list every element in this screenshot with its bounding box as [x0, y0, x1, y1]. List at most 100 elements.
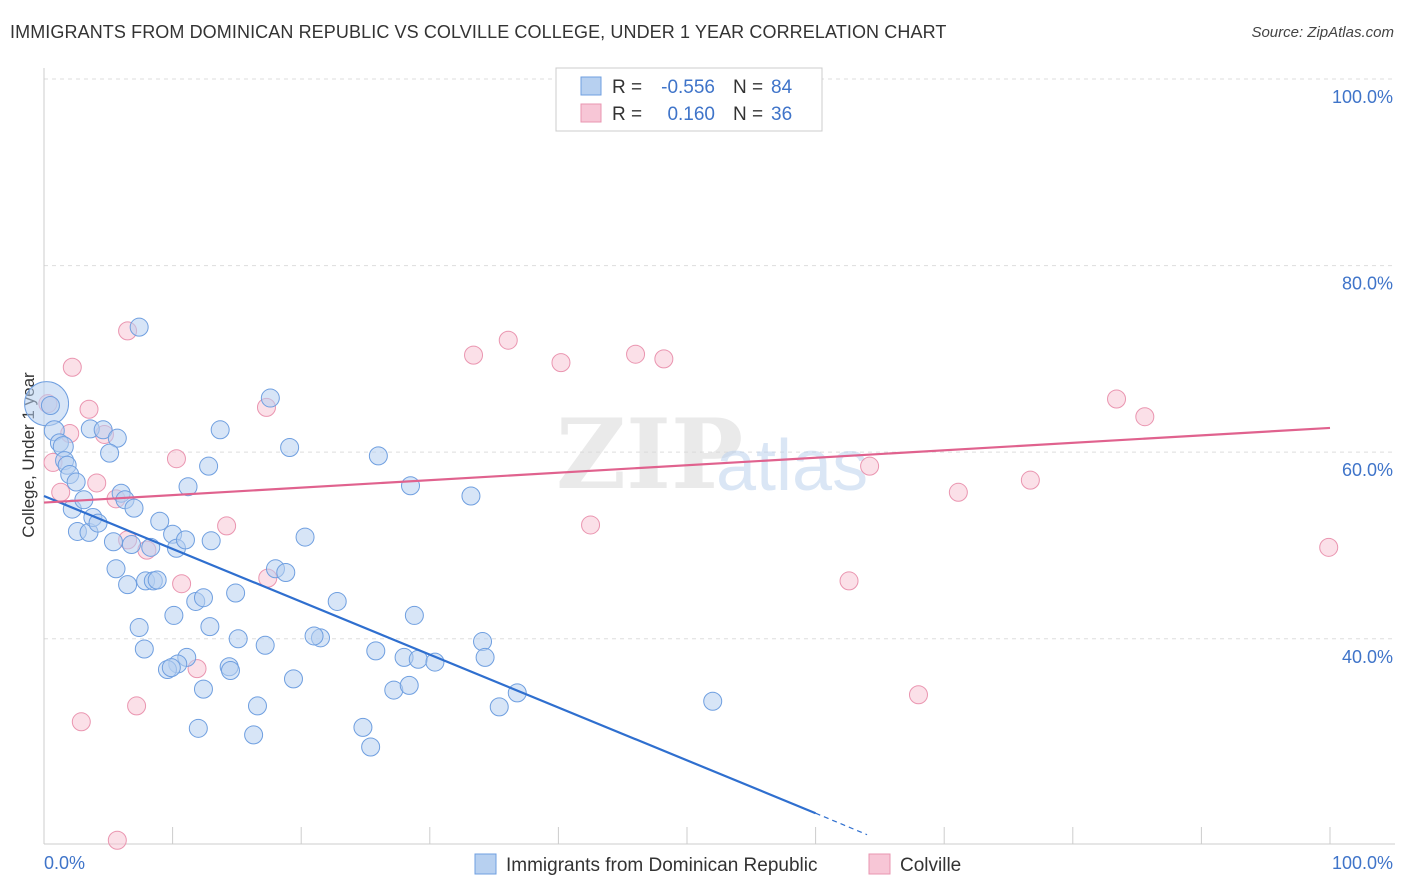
- dominican-point: [304, 626, 324, 646]
- y-tick-label: 40.0%: [1342, 647, 1393, 667]
- dominican-point: [210, 420, 230, 440]
- dominican-points: [24, 317, 723, 757]
- dominican-point: [280, 438, 300, 458]
- axes: [43, 68, 1395, 845]
- legend-n-value-blue: 84: [771, 77, 793, 98]
- dominican-point: [129, 618, 149, 638]
- dominican-point: [201, 531, 221, 551]
- dominican-point: [228, 629, 248, 649]
- colville-point: [127, 696, 147, 716]
- dominican-trend-line: [43, 495, 817, 815]
- colville-point: [71, 712, 91, 732]
- dominican-trend-extension: [815, 812, 868, 836]
- dominican-point: [193, 679, 213, 699]
- watermark-atlas: atlas: [716, 426, 868, 506]
- dominican-point: [93, 420, 113, 440]
- y-tick-label: 80.0%: [1342, 274, 1393, 294]
- dominican-point: [147, 570, 167, 590]
- dominican-point: [106, 559, 126, 579]
- chart-source: Source: ZipAtlas.com: [1251, 24, 1394, 41]
- dominican-point: [327, 591, 347, 611]
- dominican-point: [404, 605, 424, 625]
- watermark: ZIP atlas: [556, 398, 868, 511]
- dominican-point: [399, 675, 419, 695]
- colville-point: [908, 685, 928, 705]
- dominican-point: [255, 635, 275, 655]
- legend-r-value-pink: 0.160: [667, 104, 715, 125]
- trend-lines: [43, 426, 1331, 836]
- dominican-point: [118, 575, 138, 595]
- dominican-point: [401, 476, 421, 496]
- dominican-point: [703, 691, 723, 711]
- dominican-point: [295, 527, 315, 547]
- y-tick-label: 60.0%: [1342, 460, 1393, 480]
- x-tick-label-end: 100.0%: [1332, 853, 1393, 873]
- dominican-point: [226, 583, 246, 603]
- colville-point: [172, 574, 192, 594]
- dominican-point: [475, 647, 495, 667]
- dominican-point: [100, 443, 120, 463]
- legend-n-label-pink: N =: [733, 104, 763, 125]
- dominican-point: [368, 446, 388, 466]
- dominican-point: [178, 477, 198, 497]
- dominican-point: [473, 632, 493, 652]
- dominican-point: [276, 563, 296, 583]
- dominican-point: [366, 641, 386, 661]
- dominican-point: [361, 737, 381, 757]
- colville-point: [551, 353, 571, 373]
- legend-bottom-swatch-blue: [474, 853, 497, 875]
- dominican-point: [220, 660, 240, 680]
- dominican-point: [188, 718, 208, 738]
- colville-point: [1107, 389, 1127, 409]
- legend-bottom: Immigrants from Dominican Republic Colvi…: [474, 853, 961, 876]
- legend-r-value-blue: -0.556: [661, 77, 715, 98]
- dominican-point: [283, 669, 303, 689]
- legend-swatch-blue: [580, 76, 602, 96]
- dominican-point: [353, 717, 373, 737]
- gridlines: [44, 78, 1395, 640]
- dominican-point: [164, 605, 184, 625]
- colville-point: [107, 830, 127, 850]
- dominican-point: [199, 456, 219, 476]
- colville-trend-line: [43, 426, 1331, 504]
- dominican-point: [161, 658, 181, 678]
- dominican-point: [121, 535, 141, 555]
- colville-point: [860, 456, 880, 476]
- dominican-point: [175, 530, 195, 550]
- legend-n-value-pink: 36: [771, 104, 792, 125]
- dominican-point: [103, 532, 123, 552]
- legend-r-label-blue: R =: [612, 77, 642, 98]
- dominican-point: [461, 486, 481, 506]
- dominican-point: [260, 388, 280, 408]
- dominican-point: [40, 396, 60, 416]
- watermark-zip: ZIP: [556, 398, 743, 511]
- dominican-point: [193, 588, 213, 608]
- colville-point: [498, 330, 518, 350]
- dominican-point: [66, 472, 86, 492]
- colville-point: [654, 349, 674, 369]
- dominican-point: [150, 511, 170, 531]
- dominican-point: [124, 498, 144, 518]
- y-tick-label: 100.0%: [1332, 87, 1393, 107]
- legend-n-label-blue: N =: [733, 77, 763, 98]
- colville-point: [79, 399, 99, 419]
- dominican-point: [200, 617, 220, 637]
- dominican-point: [244, 725, 264, 745]
- colville-point: [464, 345, 484, 365]
- x-ticks: 0.0% 100.0%: [43, 827, 1393, 873]
- dominican-point: [489, 697, 509, 717]
- colville-point: [839, 571, 859, 591]
- colville-point: [626, 344, 646, 364]
- y-tick-labels: 40.0% 60.0% 80.0% 100.0%: [1332, 87, 1393, 667]
- chart-title: IMMIGRANTS FROM DOMINICAN REPUBLIC VS CO…: [10, 22, 947, 42]
- legend-swatch-pink: [580, 103, 602, 123]
- colville-point: [87, 473, 107, 493]
- colville-point: [217, 516, 237, 536]
- colville-point: [1135, 407, 1155, 427]
- colville-point: [62, 357, 82, 377]
- colville-point: [948, 482, 968, 502]
- colville-point: [581, 515, 601, 535]
- dominican-point: [134, 639, 154, 659]
- colville-point: [1020, 470, 1040, 490]
